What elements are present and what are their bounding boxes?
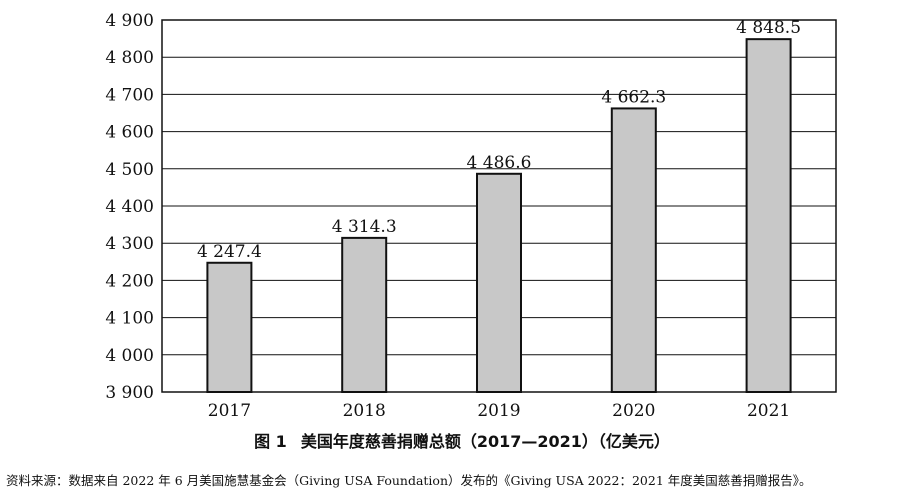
plot-frame (161, 19, 837, 393)
bar-chart: 3 900 4 000 4 100 4 200 4 300 4 400 4 500 4 600… (105, 11, 837, 421)
bar-2017 (206, 261, 253, 394)
y-tick-label: 4 800 (105, 48, 154, 68)
x-tick-label: 2018 (343, 401, 386, 421)
data-label: 4 486.6 (467, 153, 532, 173)
y-tick-label: 4 900 (105, 11, 154, 31)
bar-2019 (476, 172, 522, 393)
y-tick-label: 4 100 (105, 309, 154, 329)
data-label: 4 662.3 (601, 87, 666, 107)
y-tick-label: 4 400 (105, 197, 154, 217)
y-tick-label: 4 200 (105, 271, 154, 291)
source-note: 资料来源：数据来自 2022 年 6 月美国施慧基金会（Giving USA F… (6, 473, 812, 488)
bar-2021 (745, 38, 792, 394)
y-tick-label: 4 600 (105, 123, 154, 143)
figure-title: 美国年度慈善捐赠总额（2017—2021）（亿美元） (300, 432, 670, 451)
data-labels: 4 247.4 4 314.3 4 486.6 4 662.3 4 848.5 (197, 18, 801, 262)
x-tick-label: 2020 (612, 401, 655, 421)
figure-number: 图 1 (254, 432, 287, 451)
y-axis-ticks: 3 900 4 000 4 100 4 200 4 300 4 400 4 500 4 600… (105, 11, 154, 403)
y-tick-label: 4 000 (105, 346, 154, 366)
y-tick-label: 3 900 (105, 383, 154, 403)
y-tick-label: 4 700 (105, 85, 154, 105)
bar-2020 (610, 107, 657, 393)
bars (206, 38, 792, 394)
x-tick-label: 2017 (208, 401, 251, 421)
x-tick-label: 2021 (747, 401, 790, 421)
x-axis-ticks: 2017 2018 2019 2020 2021 (208, 401, 790, 421)
y-tick-label: 4 500 (105, 160, 154, 180)
data-label: 4 314.3 (332, 217, 397, 237)
figure-caption: 图 1 美国年度慈善捐赠总额（2017—2021）（亿美元） (0, 428, 924, 452)
x-tick-label: 2019 (477, 401, 520, 421)
bar-2018 (341, 236, 388, 393)
data-label: 4 247.4 (197, 242, 262, 262)
y-tick-label: 4 300 (105, 234, 154, 254)
data-label: 4 848.5 (736, 18, 801, 38)
